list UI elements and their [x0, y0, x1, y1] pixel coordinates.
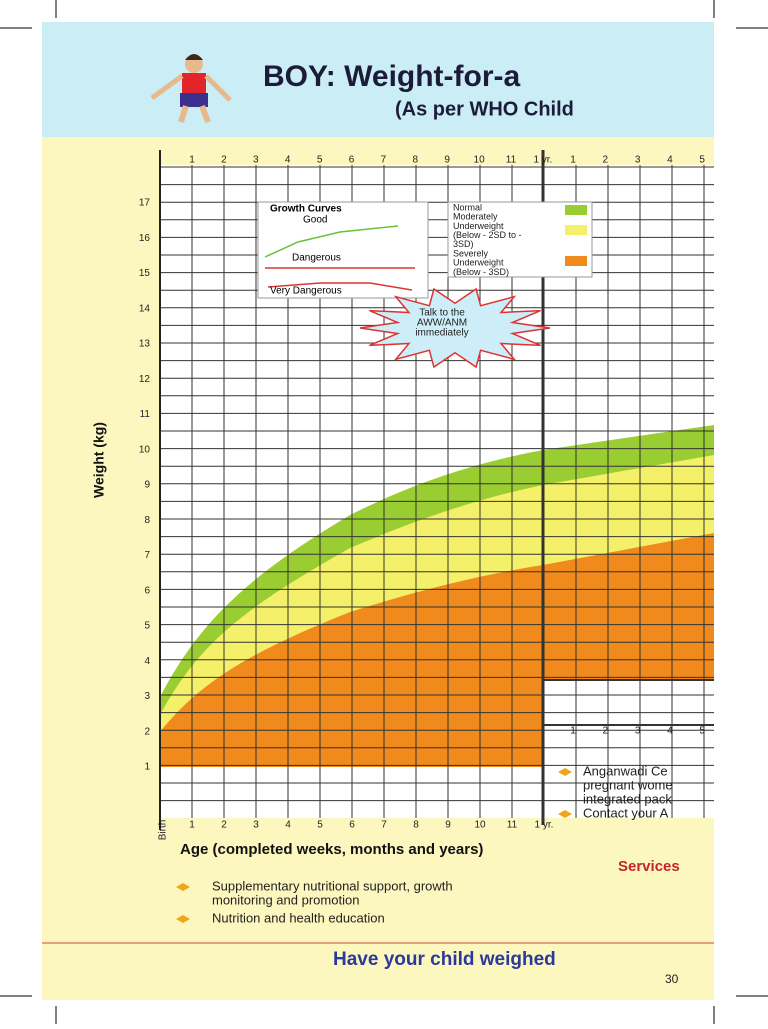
- swatch: [565, 205, 587, 215]
- y-tick-label: 14: [139, 303, 151, 314]
- y-tick-label: 15: [139, 268, 151, 279]
- note-text: integrated pack: [583, 791, 672, 806]
- legend-item: Underweight: [453, 258, 504, 268]
- bottom-tick-label: 1: [570, 726, 576, 737]
- legend-item: (Below - 3SD): [453, 267, 509, 277]
- y-tick-label: 1: [144, 762, 150, 773]
- y-tick-label: 12: [139, 374, 151, 385]
- service-text: Nutrition and health education: [212, 910, 385, 925]
- top-tick-label: 11: [506, 155, 517, 166]
- service-text: monitoring and promotion: [212, 892, 359, 907]
- bottom-tick-label: 3: [253, 820, 259, 831]
- bottom-tick-label: 7: [381, 820, 387, 831]
- y-tick-label: 5: [144, 621, 150, 632]
- bottom-tick-label: 8: [413, 820, 419, 831]
- top-tick-label: 4: [285, 155, 291, 166]
- legend-item: Normal: [453, 202, 482, 212]
- swatch: [565, 225, 587, 235]
- very-dangerous-curve: [267, 282, 413, 291]
- bottom-tick-label: 1: [189, 820, 195, 831]
- note-text: Contact your A: [583, 805, 669, 820]
- boy-figure: [150, 54, 232, 124]
- bottom-tick-label: 4: [667, 726, 673, 737]
- top-tick-label: 4: [667, 155, 673, 166]
- bullet: [558, 768, 572, 776]
- callout-burst: [359, 287, 551, 369]
- y-tick-label: 9: [144, 480, 150, 491]
- top-tick-label: 10: [474, 155, 486, 166]
- y-tick-label: 13: [139, 339, 151, 350]
- bottom-tick-label: 9: [445, 820, 451, 831]
- callout-text: AWW/ANM: [417, 318, 467, 329]
- top-tick-label: 2: [221, 155, 227, 166]
- bottom-tick-label: 1 yr.: [535, 820, 554, 831]
- note-text: pregnant wome: [583, 777, 673, 792]
- top-tick-label: 9: [444, 155, 450, 166]
- bottom-tick-label: 6: [349, 820, 355, 831]
- y-tick-label: 3: [144, 691, 150, 702]
- bottom-tick-label: 11: [507, 820, 518, 831]
- swatch: [565, 256, 587, 266]
- top-tick-label: 2: [603, 155, 609, 166]
- legend-item: Good: [303, 215, 327, 226]
- top-tick-label: 8: [413, 155, 419, 166]
- bullet: [176, 883, 190, 891]
- services-title: Services: [618, 858, 680, 875]
- legend-item: Moderately: [453, 212, 498, 222]
- bottom-tick-label: 2: [603, 726, 609, 737]
- y-tick-label: 11: [140, 409, 151, 420]
- y-tick-label: 7: [144, 550, 150, 561]
- growth-chart: [159, 150, 714, 830]
- legend-item: Underweight: [453, 221, 504, 231]
- callout-text: immediately: [415, 328, 468, 339]
- x-label: Age (completed weeks, months and years): [180, 841, 483, 858]
- bottom-tick-label: 5: [699, 726, 705, 737]
- good-curve: [264, 225, 399, 258]
- bottom-tick-label: 5: [317, 820, 323, 831]
- legend-title: Growth Curves: [270, 204, 342, 215]
- top-tick-label: 5: [317, 155, 323, 166]
- top-tick-label: 6: [349, 155, 355, 166]
- y-tick-label: 4: [144, 656, 150, 667]
- note-text: Anganwadi Ce: [583, 763, 668, 778]
- callout-text: Talk to the: [419, 308, 465, 319]
- top-tick-label: 7: [381, 155, 387, 166]
- y-tick-label: 6: [144, 585, 150, 596]
- service-text: Supplementary nutritional support, growt…: [212, 878, 453, 893]
- top-tick-label: 1 yr.: [533, 155, 552, 166]
- y-label: Weight (kg): [91, 422, 107, 498]
- legend-item: 3SD): [453, 239, 474, 249]
- page-number: 30: [665, 972, 679, 986]
- legend-item: Dangerous: [292, 253, 341, 264]
- bottom-tick-label: 2: [221, 820, 227, 831]
- y-tick-label: 17: [139, 198, 151, 209]
- y-tick-label: 10: [139, 444, 151, 455]
- top-tick-label: 1: [570, 155, 576, 166]
- legend-item: (Below - 2SD to -: [453, 230, 522, 240]
- top-tick-label: 3: [635, 155, 641, 166]
- tagline: Have your child weighed: [333, 949, 556, 970]
- bullet: [176, 915, 190, 923]
- header-band: [42, 22, 714, 137]
- top-tick-label: 1: [189, 155, 195, 166]
- title: BOY: Weight-for-a: [263, 60, 521, 93]
- y-tick-label: 8: [144, 515, 150, 526]
- bottom-tick-label: 4: [285, 820, 291, 831]
- bottom-tick-label: 10: [474, 820, 486, 831]
- legend-item: Severely: [453, 248, 489, 258]
- top-tick-label: 5: [699, 155, 705, 166]
- bullet: [558, 810, 572, 818]
- curves-legend: [257, 201, 429, 299]
- bottom-tick-label: 3: [635, 726, 641, 737]
- subtitle: (As per WHO Child: [395, 98, 574, 120]
- bottom-tick-label: Birth: [158, 820, 169, 841]
- y-tick-label: 16: [139, 233, 151, 244]
- y-tick-label: 2: [144, 726, 150, 737]
- legend-item: Very Dangerous: [270, 286, 342, 297]
- top-tick-label: 3: [253, 155, 259, 166]
